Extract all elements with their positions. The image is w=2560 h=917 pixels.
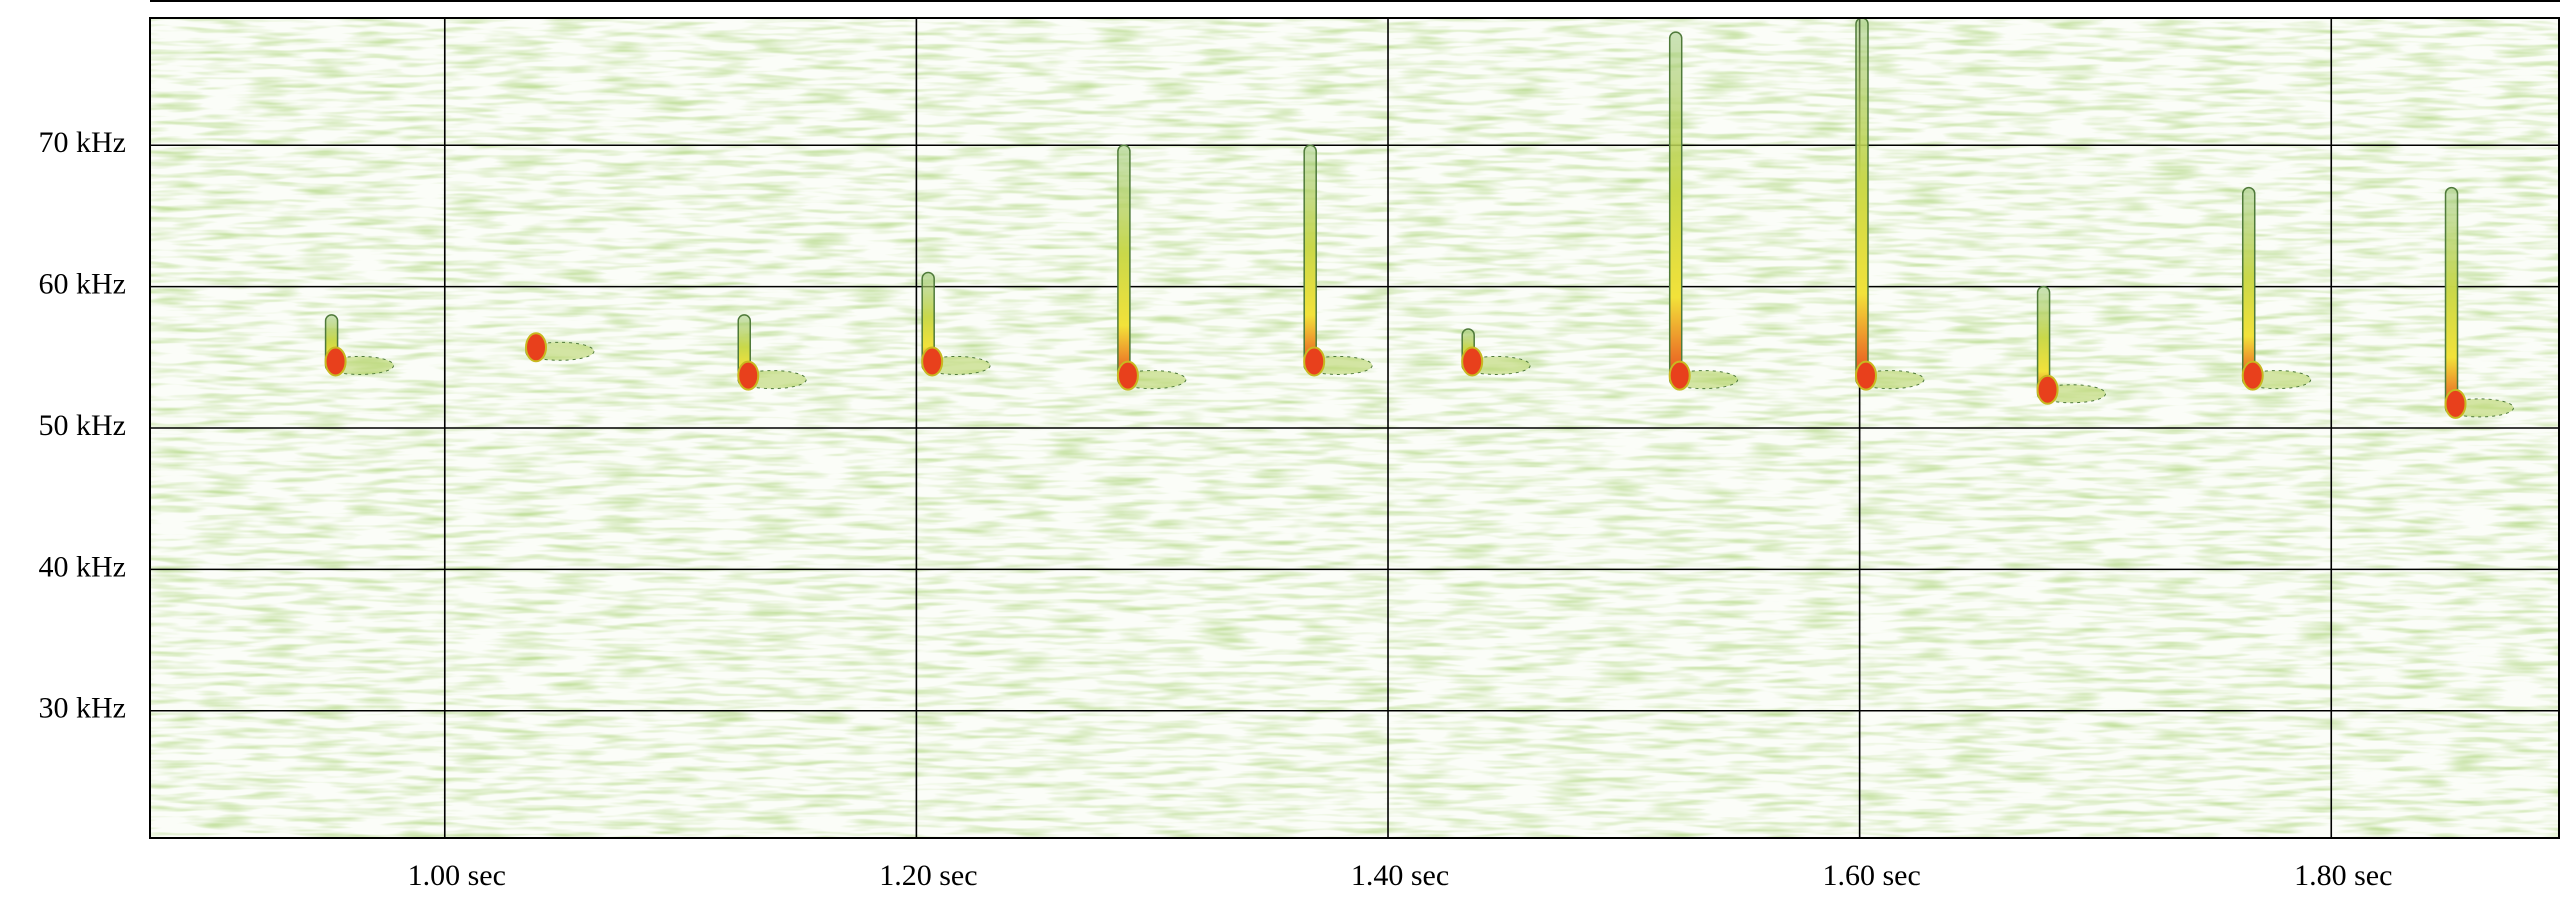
bat-call (525, 332, 595, 363)
bat-call (2036, 285, 2107, 405)
y-tick-label: 50 kHz (39, 409, 126, 442)
x-tick-label: 1.20 sec (879, 859, 977, 892)
call-peak (1668, 360, 1691, 391)
call-peak (2036, 374, 2059, 405)
bat-call (1854, 17, 1925, 391)
bat-call (324, 314, 395, 377)
call-sweep (1303, 144, 1317, 373)
bat-call (1461, 328, 1531, 377)
call-sweep (2241, 186, 2256, 387)
bat-call (921, 271, 991, 377)
bat-call (1668, 31, 1739, 391)
plot-frame (149, 17, 2560, 839)
y-tick-label: 70 kHz (39, 126, 126, 159)
y-tick-label: 30 kHz (39, 692, 126, 725)
call-peak (1303, 346, 1326, 377)
bat-call (1303, 144, 1373, 377)
call-sweep (1668, 31, 1683, 387)
call-peak (2444, 388, 2467, 419)
call-peak (2241, 360, 2264, 391)
call-sweep (1117, 144, 1131, 387)
call-peak (1116, 360, 1139, 391)
y-tick-label: 60 kHz (39, 268, 126, 301)
call-peak (1854, 360, 1877, 391)
bat-call (2444, 186, 2515, 419)
call-peak (525, 332, 548, 363)
x-tick-label: 1.80 sec (2294, 859, 2392, 892)
call-sweep (1855, 17, 1869, 387)
call-peak (737, 360, 760, 391)
bat-call (1116, 144, 1187, 391)
x-tick-label: 1.00 sec (408, 859, 506, 892)
bat-call (2241, 186, 2312, 391)
call-peak (324, 346, 347, 377)
x-tick-label: 1.60 sec (1822, 859, 1920, 892)
x-tick-label: 1.40 sec (1351, 859, 1449, 892)
bat-call (737, 314, 807, 391)
call-sweep (2444, 186, 2459, 415)
call-peak (1461, 346, 1484, 377)
y-tick-label: 40 kHz (39, 550, 126, 583)
call-peak (921, 346, 944, 377)
